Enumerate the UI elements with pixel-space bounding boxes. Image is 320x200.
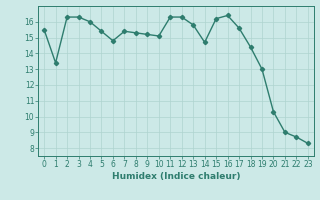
X-axis label: Humidex (Indice chaleur): Humidex (Indice chaleur): [112, 172, 240, 181]
